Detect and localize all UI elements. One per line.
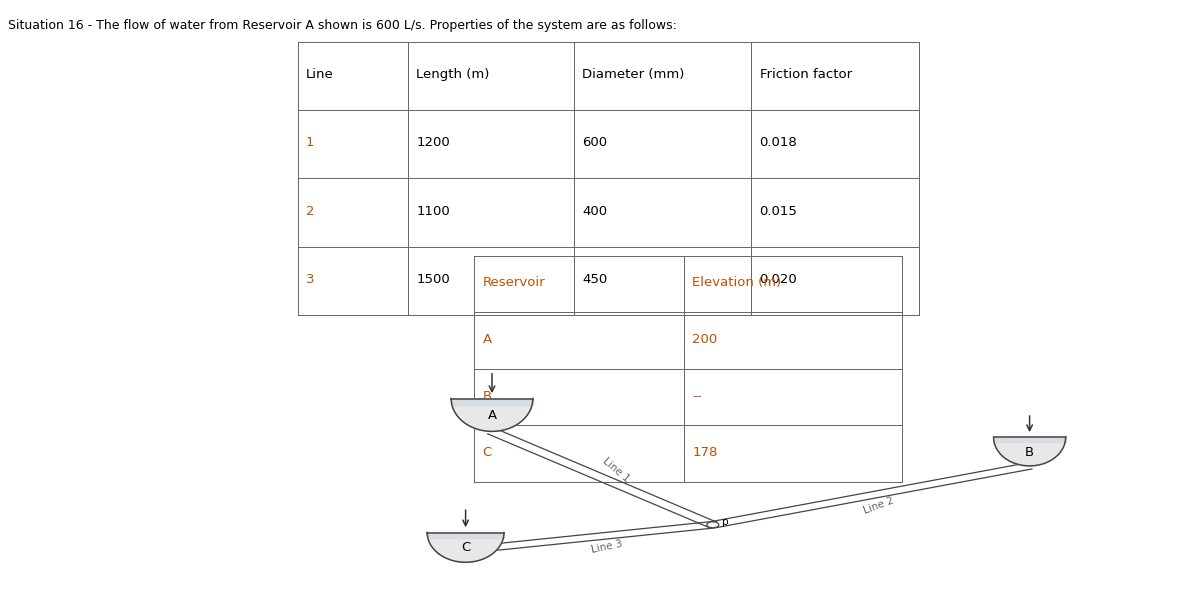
Bar (298, 42, 919, 315)
Text: B: B (482, 390, 492, 403)
Text: Elevation (m): Elevation (m) (692, 277, 781, 290)
Circle shape (707, 522, 719, 528)
Text: --: -- (692, 390, 702, 403)
Text: C: C (482, 446, 492, 459)
Text: 1: 1 (306, 136, 314, 149)
Text: 200: 200 (692, 333, 718, 346)
Polygon shape (427, 533, 504, 562)
Text: 2: 2 (306, 205, 314, 218)
Text: Line: Line (306, 68, 334, 81)
Text: B: B (1025, 446, 1034, 459)
Polygon shape (994, 437, 1066, 466)
Text: 1200: 1200 (416, 136, 450, 149)
Text: 1500: 1500 (416, 273, 450, 286)
Text: 178: 178 (692, 446, 718, 459)
Text: Line 3: Line 3 (590, 538, 624, 555)
Text: 3: 3 (306, 273, 314, 286)
Text: 400: 400 (582, 205, 607, 218)
Text: Length (m): Length (m) (416, 68, 490, 81)
Text: C: C (461, 541, 470, 555)
Text: 0.015: 0.015 (760, 205, 798, 218)
Text: Friction factor: Friction factor (760, 68, 852, 81)
Text: A: A (487, 409, 497, 422)
Text: 600: 600 (582, 136, 607, 149)
Text: p: p (722, 518, 730, 527)
Text: Line 2: Line 2 (863, 495, 895, 516)
Text: 450: 450 (582, 273, 607, 286)
Text: A: A (482, 333, 492, 346)
Text: 0.018: 0.018 (760, 136, 797, 149)
Text: Situation 16 - The flow of water from Reservoir A shown is 600 L/s. Properties o: Situation 16 - The flow of water from Re… (8, 19, 677, 32)
Text: Diameter (mm): Diameter (mm) (582, 68, 684, 81)
Text: 1100: 1100 (416, 205, 450, 218)
Text: Line 1: Line 1 (601, 456, 631, 484)
Bar (474, 256, 902, 482)
Text: 0.020: 0.020 (760, 273, 797, 286)
Polygon shape (451, 399, 533, 431)
Text: Reservoir: Reservoir (482, 277, 545, 290)
